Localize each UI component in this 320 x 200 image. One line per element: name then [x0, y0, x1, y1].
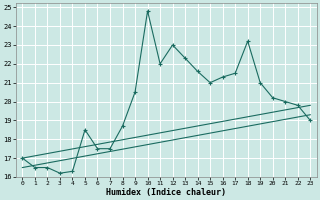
X-axis label: Humidex (Indice chaleur): Humidex (Indice chaleur) [106, 188, 226, 197]
